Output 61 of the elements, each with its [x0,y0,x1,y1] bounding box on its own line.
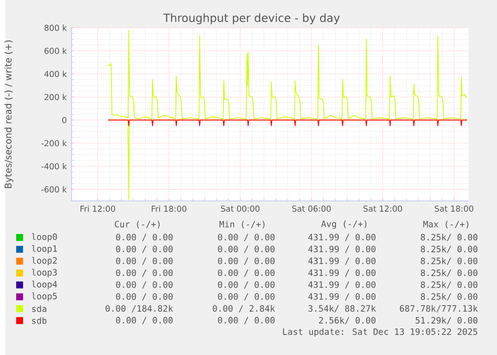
legend-label: loop2 [32,256,57,266]
text: 0.00 / 0.00 [116,281,173,288]
text: Max (-/+) [423,220,468,228]
text: 8.25k/ 0.00 [420,234,478,242]
text: 3.54k/ 88.27k [308,304,376,312]
text: 8.25k/ 0.00 [420,257,478,265]
legend-label: sdb [32,317,46,324]
text: 8.25k/ 0.00 [420,246,478,253]
x-tick-label: Sat 12:00 [364,205,402,212]
legend-label: sda [32,305,46,312]
x-tick-label: Sat 18:00 [434,205,474,212]
text: 0.00 / 0.00 [218,316,275,324]
text: 431.99 / 0.00 [308,281,376,288]
legend-label: loop1 [32,244,57,254]
text: 431.99 / 0.00 [308,293,376,300]
text: Cur (-/+) [114,220,160,228]
text: 0.00 /184.82k [106,304,174,312]
y-tick-label: 400 k [44,70,67,77]
y-tick-label: 200 k [44,94,67,100]
text: 8.25k/ 0.00 [420,281,478,289]
text: 0.00 / 0.00 [218,293,275,300]
text: 431.99 / 0.00 [308,269,376,277]
text: 0.00 / 0.00 [218,269,275,277]
y-tick-label: 600 k [44,48,67,54]
legend-label: loop5 [32,292,57,301]
text: 2.56k/ 0.00 [319,316,376,324]
text: Last update: Sat Dec 13 19:05:22 2025 [283,328,478,337]
y-tick-label: 800 k [44,24,67,31]
text: 687.78k/777.13k [400,304,478,312]
legend-label: loop0 [32,233,57,242]
text: Avg (-/+) [321,220,366,229]
text: 51.29k/ 0.00 [416,316,478,324]
legend-label: loop3 [32,268,57,278]
x-tick-label: Fri 18:00 [152,205,186,212]
text: 0.00 / 0.00 [116,234,173,241]
x-tick-label: Fri 12:00 [80,205,116,212]
y-tick-label: -200 k [41,140,67,146]
text: 431.99 / 0.00 [308,246,376,253]
text: 431.99 / 0.00 [308,234,376,241]
text: 0.00 / 0.00 [218,281,275,288]
text: 0.00 / 0.00 [218,257,275,265]
text: 0.00 / 0.00 [116,316,173,324]
text: 0.00 / 0.00 [116,246,173,253]
chart-title: Throughput per device - by day [163,13,340,24]
legend-label: loop4 [32,280,58,290]
y-tick-label: 0 [62,116,66,124]
text: 0.00 / 0.00 [116,257,173,265]
x-tick-label: Sat 00:00 [220,205,260,212]
text: 0.00 / 0.00 [218,234,275,241]
text: 0.00 / 0.00 [116,293,173,300]
y-axis-title: Bytes/second read (-) / write (+) [4,40,14,188]
y-tick-label: -400 k [41,162,67,170]
text: 8.25k/ 0.00 [420,269,478,277]
text: 0.00 / 0.00 [116,269,173,277]
text: 0.00 / 0.00 [218,246,275,253]
text: Min (-/+) [220,220,265,228]
y-tick-label: -600 k [41,186,67,192]
text: 431.99 / 0.00 [308,257,376,265]
text: 8.25k/ 0.00 [420,293,478,300]
text: 0.00 / 2.84k [212,304,275,312]
x-tick-label: Sat 06:00 [292,205,331,212]
